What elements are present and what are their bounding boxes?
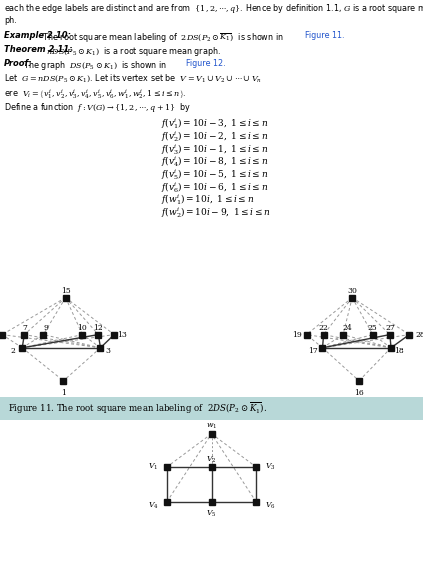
Text: 19: 19 [292,330,302,339]
Text: ere  $V_i = \left\{v_1^i, v_2^i, v_3^i, v_4^i, v_5^i, v_6^i, w_1^i, w_2^i, 1 \le: ere $V_i = \left\{v_1^i, v_2^i, v_3^i, v… [4,87,187,100]
Text: 3: 3 [105,346,110,355]
Text: 2: 2 [10,346,15,355]
Text: $V_1$: $V_1$ [148,462,158,472]
Text: $f\left(v_1^i\right) = 10i - 3,\ 1 \leq i \leq n$: $f\left(v_1^i\right) = 10i - 3,\ 1 \leq … [161,117,268,131]
Text: 25: 25 [368,323,378,332]
Text: 22: 22 [319,323,329,332]
Text: 9: 9 [44,323,49,332]
Text: 7: 7 [22,323,27,332]
Text: $f\left(v_4^i\right) = 10i - 8,\ 1 \leq i \leq n$: $f\left(v_4^i\right) = 10i - 8,\ 1 \leq … [161,154,268,169]
Text: $f\left(w_2^i\right) = 10i - 9,\ 1 \leq i \leq n$: $f\left(w_2^i\right) = 10i - 9,\ 1 \leq … [161,205,271,220]
Text: Define a function  $f : V(G) \rightarrow \{1, 2, \cdots, q+1\}$  by: Define a function $f : V(G) \rightarrow … [4,101,192,114]
Text: 17: 17 [308,346,318,355]
Text: $V_4$: $V_4$ [148,501,158,511]
Text: $V_5$: $V_5$ [206,510,217,519]
Text: Figure 12.: Figure 12. [186,59,226,68]
Text: 10: 10 [77,323,88,332]
Text: Figure 11.: Figure 11. [305,31,344,39]
Text: $f\left(v_5^i\right) = 10i - 5,\ 1 \leq i \leq n$: $f\left(v_5^i\right) = 10i - 5,\ 1 \leq … [161,167,268,182]
Text: 28: 28 [415,330,423,339]
Text: $nDS\left(P_5 \odot K_1\right)$  is a root square mean graph.: $nDS\left(P_5 \odot K_1\right)$ is a roo… [44,45,221,58]
Text: 13: 13 [118,330,127,339]
Text: $V_2$: $V_2$ [206,455,217,465]
Text: The root square mean labeling of  $2DS\left(P_2 \odot \overline{K_1}\right)$  is: The root square mean labeling of $2DS\le… [40,31,285,43]
Text: $f\left(w_1^i\right) = 10i,\ 1 \leq i \leq n$: $f\left(w_1^i\right) = 10i,\ 1 \leq i \l… [161,192,254,207]
Text: The graph  $DS\left(P_5 \odot K_1\right)$  is shown in: The graph $DS\left(P_5 \odot K_1\right)$… [21,59,168,72]
Text: $w_1$: $w_1$ [206,422,217,431]
Text: $f\left(v_6^i\right) = 10i - 6,\ 1 \leq i \leq n$: $f\left(v_6^i\right) = 10i - 6,\ 1 \leq … [161,180,268,194]
Text: Example 2.10:: Example 2.10: [4,31,71,39]
Text: Let  $G = nDS\left(P_5 \odot K_1\right)$. Let its vertex set be  $V = V_1 \cup V: Let $G = nDS\left(P_5 \odot K_1\right)$.… [4,73,262,84]
Text: 16: 16 [354,389,364,397]
Text: 12: 12 [93,323,103,332]
Text: $V_3$: $V_3$ [265,462,275,472]
FancyBboxPatch shape [0,397,423,420]
Text: Theorem 2.11:: Theorem 2.11: [4,45,73,53]
Text: $V_6$: $V_6$ [265,501,275,511]
Text: 18: 18 [395,346,404,355]
Text: Figure 11. The root square mean labeling of  $2DS\left(P_2 \odot \overline{K_1}\: Figure 11. The root square mean labeling… [8,401,267,416]
Text: 24: 24 [342,323,352,332]
Text: $f\left(v_2^i\right) = 10i - 2,\ 1 \leq i \leq n$: $f\left(v_2^i\right) = 10i - 2,\ 1 \leq … [161,129,268,144]
Text: 1: 1 [61,389,66,397]
Text: Proof:: Proof: [4,59,33,68]
Text: ph.: ph. [4,16,17,25]
Text: 30: 30 [347,286,357,295]
Text: 15: 15 [60,286,71,295]
Text: 27: 27 [385,323,395,332]
Text: $f\left(v_3^i\right) = 10i - 1,\ 1 \leq i \leq n$: $f\left(v_3^i\right) = 10i - 1,\ 1 \leq … [161,142,268,157]
Text: each the edge labels are distinct and are from  $\{1,2,\cdots,q\}$. Hence by def: each the edge labels are distinct and ar… [4,2,423,15]
